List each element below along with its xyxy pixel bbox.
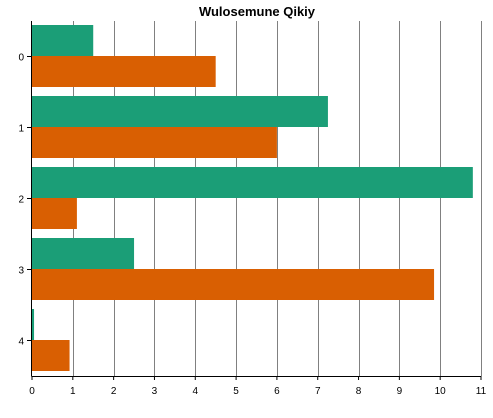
bar-series1-cat-3 bbox=[32, 238, 135, 269]
bar-series2-cat-0 bbox=[32, 56, 216, 87]
bar-series1-cat-2 bbox=[32, 167, 473, 198]
bar-series2-cat-2 bbox=[32, 198, 77, 229]
y-tick-labels: 0 1 2 3 4 bbox=[18, 53, 24, 348]
y-tick-label-2: 2 bbox=[18, 195, 24, 206]
y-tick-label-3: 3 bbox=[18, 266, 24, 277]
bar-series2-cat-1 bbox=[32, 127, 277, 158]
x-tick-label-4: 4 bbox=[192, 386, 198, 397]
bar-series1-cat-1 bbox=[32, 96, 328, 127]
axes bbox=[27, 21, 482, 380]
x-tick-label-7: 7 bbox=[315, 386, 321, 397]
x-tick-label-8: 8 bbox=[356, 386, 362, 397]
x-tick-label-6: 6 bbox=[274, 386, 280, 397]
bar-series2-cat-3 bbox=[32, 269, 435, 300]
bar-series2-cat-4 bbox=[32, 340, 70, 371]
x-tick-label-2: 2 bbox=[111, 386, 117, 397]
x-tick-labels: 0 1 2 3 4 5 6 7 8 9 10 11 bbox=[29, 386, 486, 397]
x-tick-label-3: 3 bbox=[152, 386, 158, 397]
bar-series1-cat-4 bbox=[32, 309, 35, 340]
x-tick-label-11: 11 bbox=[476, 386, 487, 397]
chart-title: Wulosemune Qikiy bbox=[199, 4, 316, 19]
x-tick-label-0: 0 bbox=[29, 386, 35, 397]
y-tick-label-1: 1 bbox=[18, 124, 24, 135]
bar-series1-cat-0 bbox=[32, 25, 94, 56]
x-tick-label-10: 10 bbox=[435, 386, 447, 397]
bars bbox=[32, 25, 473, 371]
y-tick-label-4: 4 bbox=[18, 337, 24, 348]
y-tick-label-0: 0 bbox=[18, 53, 24, 64]
x-tick-label-9: 9 bbox=[397, 386, 403, 397]
x-tick-label-1: 1 bbox=[70, 386, 76, 397]
x-tick-label-5: 5 bbox=[233, 386, 239, 397]
